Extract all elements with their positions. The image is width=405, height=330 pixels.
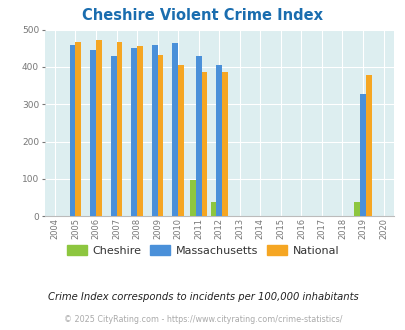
Bar	[116, 42, 122, 216]
Bar	[201, 72, 207, 216]
Text: Cheshire Violent Crime Index: Cheshire Violent Crime Index	[82, 8, 323, 23]
Bar	[96, 40, 102, 216]
Bar	[111, 56, 116, 216]
Bar	[137, 47, 143, 216]
Bar	[172, 43, 178, 216]
Bar	[354, 202, 359, 216]
Bar	[131, 49, 137, 216]
Bar	[75, 42, 81, 216]
Bar	[90, 50, 96, 216]
Bar	[210, 202, 216, 216]
Bar	[157, 55, 163, 216]
Text: © 2025 CityRating.com - https://www.cityrating.com/crime-statistics/: © 2025 CityRating.com - https://www.city…	[64, 315, 341, 324]
Bar	[195, 56, 201, 216]
Bar	[178, 65, 183, 216]
Bar	[151, 45, 157, 216]
Bar	[216, 65, 222, 216]
Bar	[365, 75, 371, 216]
Text: Crime Index corresponds to incidents per 100,000 inhabitants: Crime Index corresponds to incidents per…	[47, 292, 358, 302]
Bar	[190, 180, 195, 216]
Legend: Cheshire, Massachusetts, National: Cheshire, Massachusetts, National	[62, 241, 343, 260]
Bar	[359, 94, 365, 216]
Bar	[222, 72, 227, 216]
Bar	[70, 45, 75, 216]
